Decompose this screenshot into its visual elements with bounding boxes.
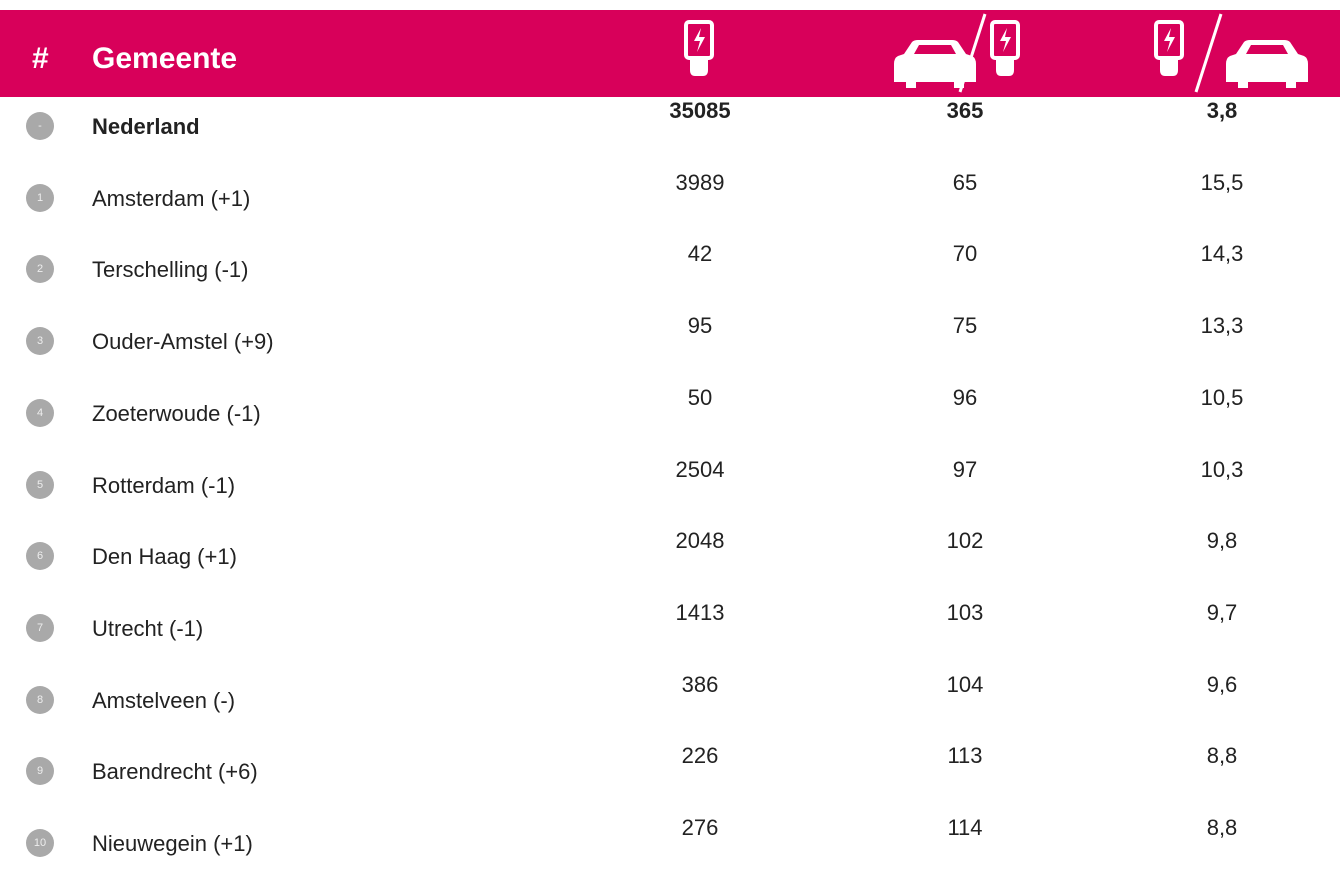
rank-badge: - (26, 112, 54, 140)
name-header: Gemeente (92, 42, 238, 75)
value-cell: 386 (681, 671, 719, 697)
value-cell: 95 (687, 313, 713, 339)
rank-badge: 5 (26, 470, 54, 499)
value-cell: 75 (952, 313, 978, 339)
value-cell: 2048 (675, 528, 725, 554)
value-cell: 113 (947, 743, 983, 769)
header-icons (684, 13, 1308, 93)
value-cell: 13,3 (1200, 313, 1244, 339)
value-cell: 70 (952, 241, 978, 267)
value-cell: 8,8 (1206, 815, 1238, 840)
municipality-name: Amsterdam (+1) (92, 185, 251, 211)
value-cell: 1413 (675, 599, 725, 625)
value-cell: 97 (952, 456, 978, 482)
rank-badge: 1 (26, 183, 54, 212)
value-cell: 103 (946, 599, 984, 625)
rank-badge: 10 (26, 829, 54, 857)
value-cell: 365 (946, 98, 984, 123)
table-row: 2 Terschelling (-1) 42 70 14,3 (0, 235, 1340, 307)
value-cell: 3,8 (1206, 98, 1238, 123)
rank-header: # (32, 42, 49, 75)
municipality-name: Nederland (92, 114, 200, 139)
municipality-name: Terschelling (-1) (92, 257, 249, 283)
table-row: 9 Barendrecht (+6) 226 113 8,8 (0, 737, 1340, 809)
municipality-name: Rotterdam (-1) (92, 472, 236, 498)
table-row: 1 Amsterdam (+1) 3989 65 15,5 (0, 164, 1340, 236)
rank-badge: 7 (26, 613, 54, 642)
page: {"header": {"rank": "#", "name": "Gemeen… (0, 10, 1340, 857)
table-row: 7 Utrecht (-1) 1413 103 9,7 (0, 594, 1340, 666)
municipality-name: Ouder-Amstel (+9) (92, 329, 274, 355)
rank-badge: 6 (26, 542, 54, 571)
municipality-name: Den Haag (+1) (92, 544, 237, 570)
value-cell: 276 (681, 815, 719, 840)
value-cell: 102 (946, 528, 984, 554)
value-cell: 2504 (675, 456, 725, 482)
value-cell: 9,7 (1206, 599, 1238, 625)
value-cell: 226 (681, 743, 719, 769)
municipality-name: Zoeterwoude (-1) (92, 400, 261, 426)
value-cell: 42 (687, 241, 713, 267)
value-cell: 15,5 (1200, 169, 1244, 195)
table-row: - Nederland 35085 365 3,8 (0, 92, 1340, 164)
municipality-name: Barendrecht (+6) (92, 759, 258, 785)
table-row: 10 Nieuwegein (+1) 276 114 8,8 (0, 809, 1340, 881)
value-cell: 10,5 (1200, 384, 1244, 410)
table-row: 6 Den Haag (+1) 2048 102 9,8 (0, 522, 1340, 594)
municipality-name: Nieuwegein (+1) (92, 831, 253, 856)
value-cell: 14,3 (1200, 241, 1244, 267)
header-bar: # Gemeente (0, 10, 1340, 97)
value-cell: 9,8 (1206, 528, 1238, 554)
value-cell: 8,8 (1206, 743, 1238, 769)
municipality-name: Utrecht (-1) (92, 615, 204, 641)
table-row: 5 Rotterdam (-1) 2504 97 10,3 (0, 451, 1340, 523)
table-row: 8 Amstelveen (-) 386 104 9,6 (0, 666, 1340, 738)
value-cell: 3989 (675, 169, 725, 195)
value-cell: 10,3 (1200, 456, 1244, 482)
value-cell: 50 (687, 384, 713, 410)
municipality-name: Amstelveen (-) (92, 687, 236, 713)
table-row: 3 Ouder-Amstel (+9) 95 75 13,3 (0, 307, 1340, 379)
rank-badge: 2 (26, 255, 54, 284)
value-cell: 35085 (669, 98, 731, 123)
rank-badge: 4 (26, 398, 54, 427)
table-row: 4 Zoeterwoude (-1) 50 96 10,5 (0, 379, 1340, 451)
value-cell: 104 (946, 671, 984, 697)
rank-badge: 9 (26, 757, 54, 786)
rank-badge: 3 (26, 327, 54, 356)
value-cell: 9,6 (1206, 671, 1238, 697)
value-cell: 65 (952, 169, 978, 195)
value-cell: 114 (947, 815, 983, 840)
value-cell: 96 (952, 384, 978, 410)
rank-badge: 8 (26, 685, 54, 714)
